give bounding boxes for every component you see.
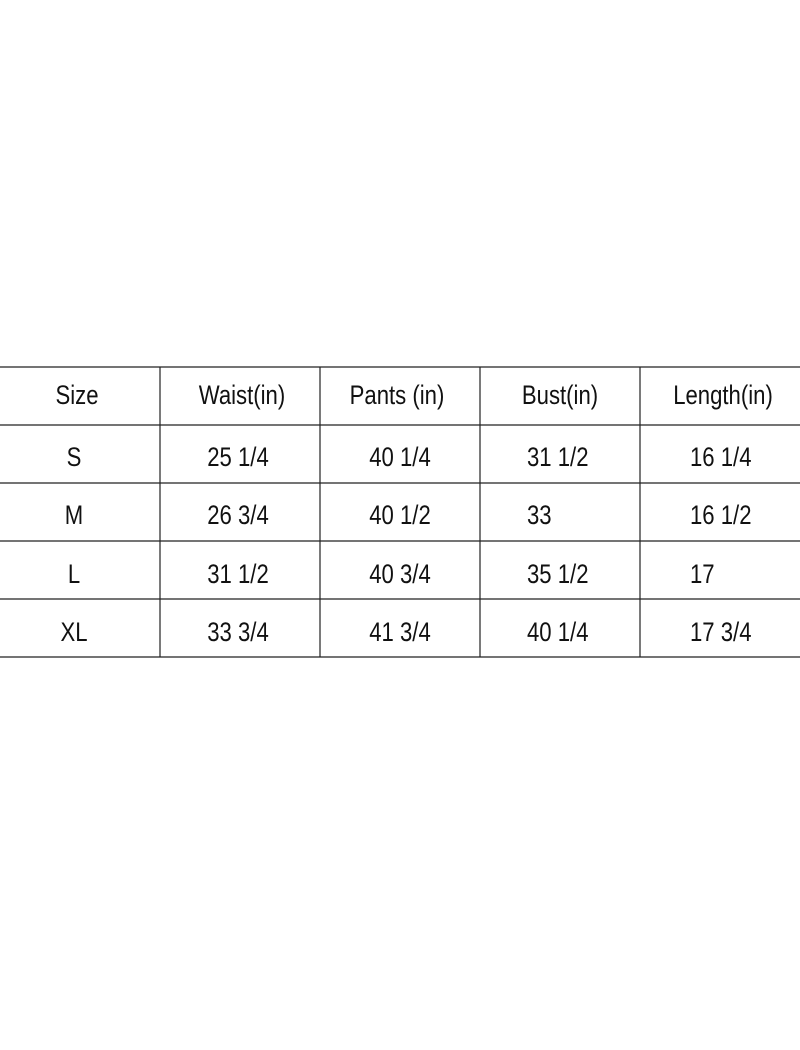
- measure-cell: 35 1/2: [527, 560, 589, 590]
- measure-cell: 40 3/4: [369, 560, 431, 590]
- measure-cell: 33 3/4: [207, 618, 269, 648]
- measure-cell: 31 1/2: [207, 560, 269, 590]
- measure-cell: 26 3/4: [207, 501, 269, 531]
- size-cell: XL: [60, 618, 87, 648]
- measure-cell: 17: [690, 560, 715, 590]
- header-cell: Bust(in): [522, 381, 598, 411]
- measure-cell: 16 1/4: [690, 443, 752, 473]
- size-cell: S: [67, 443, 82, 473]
- header-cell: Size: [55, 381, 98, 411]
- measure-cell: 40 1/2: [369, 501, 431, 531]
- measure-cell: 25 1/4: [207, 443, 269, 473]
- measure-cell: 31 1/2: [527, 443, 589, 473]
- header-cell: Waist(in): [199, 381, 285, 411]
- header-cell: Pants (in): [350, 381, 445, 411]
- measure-cell: 16 1/2: [690, 501, 752, 531]
- measure-cell: 17 3/4: [690, 618, 752, 648]
- measure-cell: 33: [527, 501, 552, 531]
- table-borders: [0, 366, 800, 658]
- size-cell: M: [65, 501, 83, 531]
- size-cell: L: [68, 560, 80, 590]
- measure-cell: 40 1/4: [369, 443, 431, 473]
- header-cell: Length(in): [673, 381, 773, 411]
- measure-cell: 40 1/4: [527, 618, 589, 648]
- measure-cell: 41 3/4: [369, 618, 431, 648]
